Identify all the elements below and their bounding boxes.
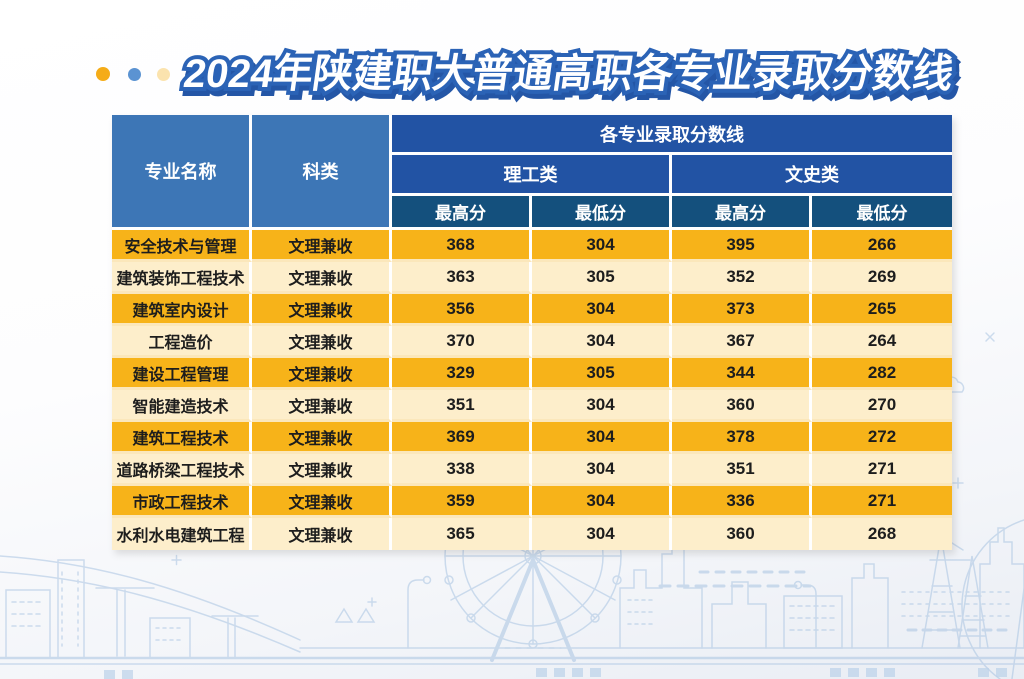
table-row: 工程造价 文理兼收 370 304 367 264 <box>112 326 952 358</box>
cell-arts-max: 395 <box>672 230 812 262</box>
cell-science-max: 370 <box>392 326 532 358</box>
page-title-text: 2024年陕建职大普通高职各专业录取分数线 <box>180 52 957 96</box>
cell-category: 文理兼收 <box>252 326 392 358</box>
cell-arts-min: 268 <box>812 518 952 550</box>
cell-category: 文理兼收 <box>252 294 392 326</box>
cell-science-max: 356 <box>392 294 532 326</box>
cell-major: 建筑装饰工程技术 <box>112 262 252 294</box>
table-row: 建设工程管理 文理兼收 329 305 344 282 <box>112 358 952 390</box>
table-row: 道路桥梁工程技术 文理兼收 338 304 351 271 <box>112 454 952 486</box>
cell-arts-max: 344 <box>672 358 812 390</box>
cell-major: 水利水电建筑工程 <box>112 518 252 550</box>
header-arts: 文史类 <box>672 155 952 196</box>
cell-science-min: 304 <box>532 326 672 358</box>
table-row: 安全技术与管理 文理兼收 368 304 395 266 <box>112 230 952 262</box>
cell-science-min: 304 <box>532 422 672 454</box>
cell-arts-min: 271 <box>812 454 952 486</box>
cell-major: 智能建造技术 <box>112 390 252 422</box>
header-row-subgroup: 理工类 文史类 <box>112 155 952 196</box>
cell-category: 文理兼收 <box>252 422 392 454</box>
cell-science-max: 338 <box>392 454 532 486</box>
title-row: 2024年陕建职大普通高职各专业录取分数线 2024年陕建职大普通高职各专业录取… <box>96 48 963 105</box>
table-row: 水利水电建筑工程 文理兼收 365 304 360 268 <box>112 518 952 550</box>
cell-science-min: 305 <box>532 262 672 294</box>
cell-major: 市政工程技术 <box>112 486 252 518</box>
cell-science-max: 369 <box>392 422 532 454</box>
decor-dot-cream <box>157 67 170 81</box>
header-category: 科类 <box>252 115 392 230</box>
cell-arts-max: 352 <box>672 262 812 294</box>
cell-science-max: 368 <box>392 230 532 262</box>
cell-arts-min: 271 <box>812 486 952 518</box>
admission-score-table: 专业名称 科类 各专业录取分数线 理工类 文史类 最高分 最低分 最高分 最低分… <box>112 115 952 550</box>
header-science-max: 最高分 <box>392 196 532 230</box>
decor-dot-gold <box>96 67 110 81</box>
table-row: 建筑室内设计 文理兼收 356 304 373 265 <box>112 294 952 326</box>
cell-arts-max: 336 <box>672 486 812 518</box>
cell-category: 文理兼收 <box>252 230 392 262</box>
table-row: 市政工程技术 文理兼收 359 304 336 271 <box>112 486 952 518</box>
cell-arts-max: 360 <box>672 390 812 422</box>
decor-dot-blue <box>128 67 141 81</box>
header-arts-max: 最高分 <box>672 196 812 230</box>
cell-arts-min: 266 <box>812 230 952 262</box>
header-science-min: 最低分 <box>532 196 672 230</box>
header-arts-min: 最低分 <box>812 196 952 230</box>
cell-science-max: 329 <box>392 358 532 390</box>
header-major: 专业名称 <box>112 115 252 230</box>
table-row: 建筑装饰工程技术 文理兼收 363 305 352 269 <box>112 262 952 294</box>
header-science: 理工类 <box>392 155 672 196</box>
cell-science-max: 351 <box>392 390 532 422</box>
cell-science-min: 305 <box>532 358 672 390</box>
table-row: 智能建造技术 文理兼收 351 304 360 270 <box>112 390 952 422</box>
header-row-group: 专业名称 科类 各专业录取分数线 <box>112 115 952 230</box>
cell-arts-max: 360 <box>672 518 812 550</box>
header-row-maxmin: 最高分 最低分 最高分 最低分 <box>112 196 952 230</box>
cell-category: 文理兼收 <box>252 454 392 486</box>
cell-science-max: 359 <box>392 486 532 518</box>
cell-major: 建筑工程技术 <box>112 422 252 454</box>
cell-major: 安全技术与管理 <box>112 230 252 262</box>
cell-science-max: 363 <box>392 262 532 294</box>
score-table-wrap: 专业名称 科类 各专业录取分数线 理工类 文史类 最高分 最低分 最高分 最低分… <box>112 115 952 550</box>
cell-arts-min: 265 <box>812 294 952 326</box>
cell-major: 建筑室内设计 <box>112 294 252 326</box>
cell-category: 文理兼收 <box>252 390 392 422</box>
cell-category: 文理兼收 <box>252 358 392 390</box>
header-score-group: 各专业录取分数线 <box>392 115 952 155</box>
cell-major: 工程造价 <box>112 326 252 358</box>
cell-arts-max: 367 <box>672 326 812 358</box>
cell-major: 建设工程管理 <box>112 358 252 390</box>
cell-major: 道路桥梁工程技术 <box>112 454 252 486</box>
cell-science-min: 304 <box>532 486 672 518</box>
cell-arts-max: 351 <box>672 454 812 486</box>
cell-science-min: 304 <box>532 454 672 486</box>
cell-arts-max: 378 <box>672 422 812 454</box>
cell-science-min: 304 <box>532 390 672 422</box>
cell-arts-min: 264 <box>812 326 952 358</box>
cell-category: 文理兼收 <box>252 262 392 294</box>
cell-science-min: 304 <box>532 294 672 326</box>
cell-science-max: 365 <box>392 518 532 550</box>
table-row: 建筑工程技术 文理兼收 369 304 378 272 <box>112 422 952 454</box>
cell-category: 文理兼收 <box>252 518 392 550</box>
cell-arts-min: 269 <box>812 262 952 294</box>
cell-science-min: 304 <box>532 230 672 262</box>
cell-science-min: 304 <box>532 518 672 550</box>
cell-arts-min: 282 <box>812 358 952 390</box>
cell-arts-min: 270 <box>812 390 952 422</box>
cell-arts-min: 272 <box>812 422 952 454</box>
cell-arts-max: 373 <box>672 294 812 326</box>
cell-category: 文理兼收 <box>252 486 392 518</box>
page-title: 2024年陕建职大普通高职各专业录取分数线 2024年陕建职大普通高职各专业录取… <box>177 48 963 105</box>
